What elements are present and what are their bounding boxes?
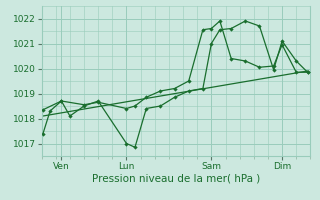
X-axis label: Pression niveau de la mer( hPa ): Pression niveau de la mer( hPa ) xyxy=(92,173,260,183)
